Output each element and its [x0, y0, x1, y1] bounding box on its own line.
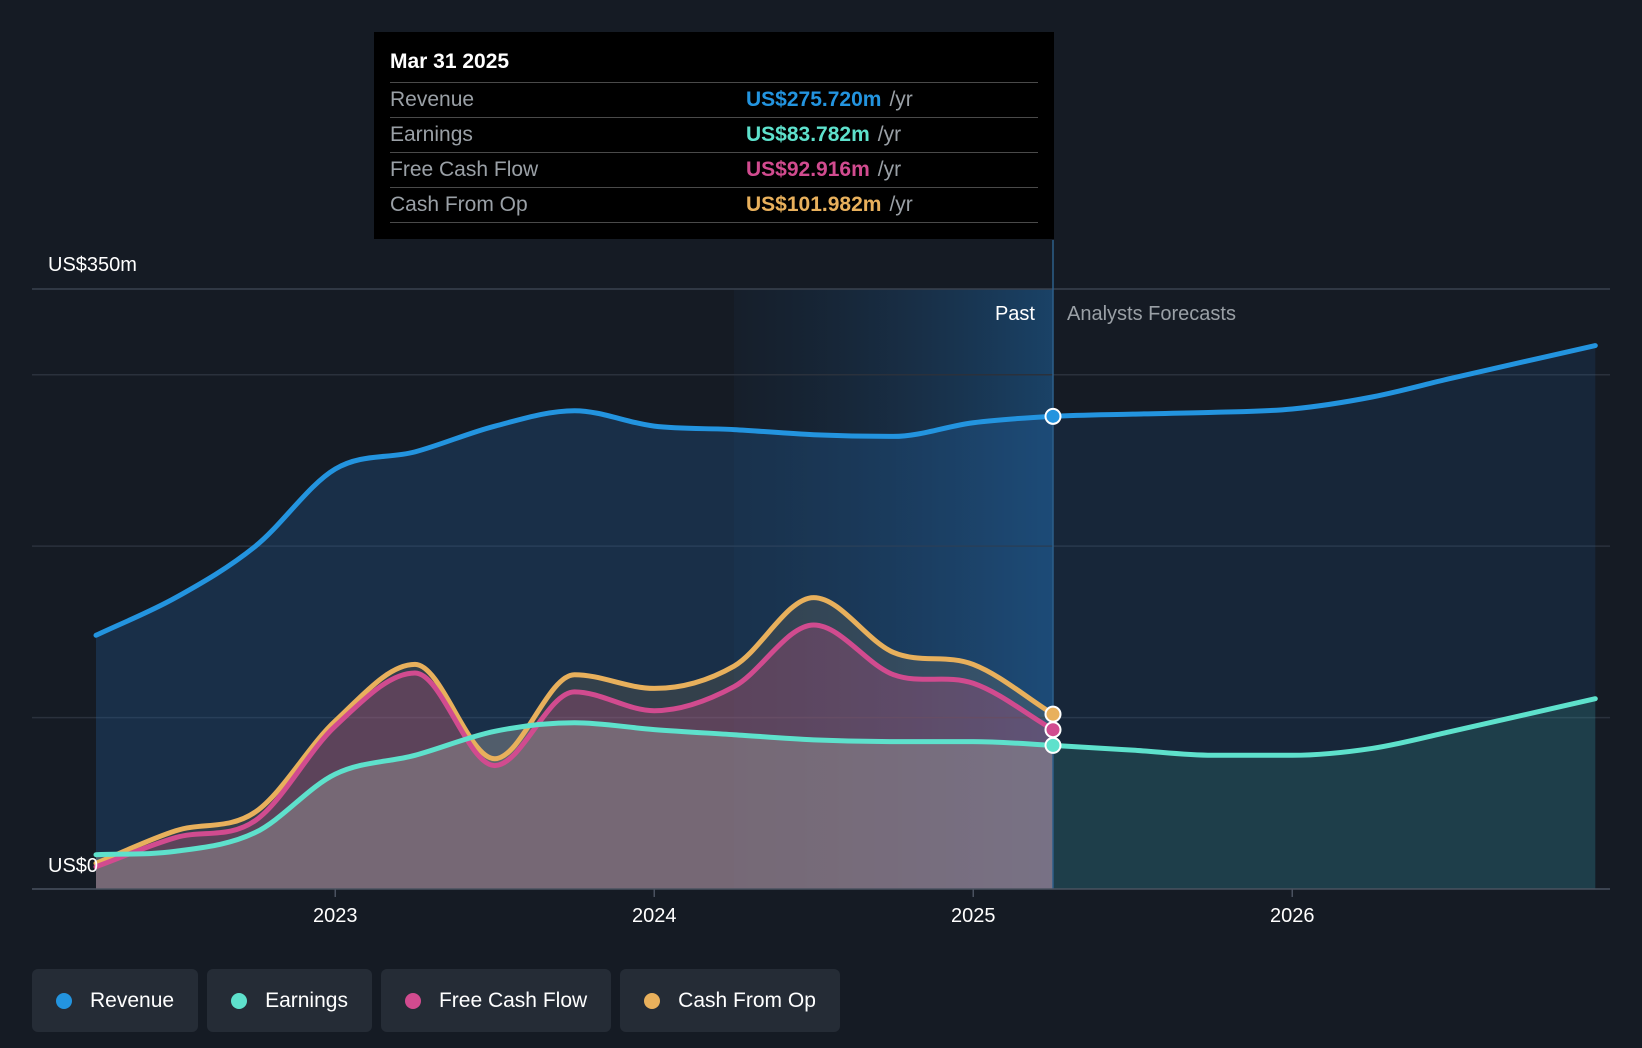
legend-label: Revenue	[90, 988, 175, 1012]
legend-label: Cash From Op	[678, 988, 816, 1012]
legend-dot-icon	[404, 992, 421, 1009]
earnings-area-past	[96, 722, 1053, 889]
revenue-marker	[1044, 407, 1062, 425]
tooltip-unit: /yr	[877, 123, 902, 146]
past-label: Past	[995, 303, 1035, 325]
legend-item-revenue[interactable]: Revenue	[32, 969, 199, 1032]
tooltip-unit: /yr	[889, 193, 913, 216]
earnings-area-forecast	[1053, 698, 1596, 889]
revenue-line	[93, 343, 1598, 638]
revenue-area-past	[96, 410, 1053, 889]
free-cash-flow-area-past	[96, 625, 1053, 889]
x-axis-ticks: 2023 2024 2025 2026	[313, 889, 1315, 927]
y-axis-bottom-label: US$0	[48, 855, 98, 877]
tooltip-value: US$92.916m	[746, 158, 870, 181]
tooltip-unit: /yr	[889, 88, 913, 111]
legend: Revenue Earnings Free Cash Flow Cash Fro…	[32, 969, 840, 1032]
earnings-marker	[1044, 736, 1062, 754]
earnings-line	[93, 696, 1598, 858]
tooltip: Mar 31 2025 Revenue US$275.720m /yr Earn…	[374, 32, 1054, 239]
cash-from-op-marker	[1044, 705, 1062, 723]
y-axis-top-label: US$350m	[48, 254, 137, 276]
legend-dot-icon	[644, 992, 661, 1009]
tooltip-row-revenue: Revenue US$275.720m /yr	[390, 83, 1038, 118]
tooltip-row-cash-from-op: Cash From Op US$101.982m /yr	[390, 188, 1038, 223]
x-tick-label: 2026	[1270, 905, 1315, 927]
x-tick-label: 2023	[313, 905, 358, 927]
free-cash-flow-marker	[1044, 721, 1062, 739]
free-cash-flow-line	[93, 622, 1056, 870]
legend-dot-icon	[56, 992, 72, 1009]
legend-item-free-cash-flow[interactable]: Free Cash Flow	[380, 969, 612, 1032]
tooltip-label: Free Cash Flow	[390, 158, 539, 181]
series-markers	[1044, 407, 1062, 754]
x-tick-label: 2024	[632, 905, 677, 927]
legend-label: Earnings	[265, 988, 348, 1012]
tooltip-row-free-cash-flow: Free Cash Flow US$92.916m /yr	[390, 153, 1038, 188]
legend-label: Free Cash Flow	[438, 988, 588, 1012]
tooltip-row-earnings: Earnings US$83.782m /yr	[390, 118, 1038, 153]
cash-from-op-area-past	[96, 597, 1053, 889]
tooltip-date: Mar 31 2025	[390, 46, 1038, 83]
legend-dot-icon	[231, 992, 248, 1009]
tooltip-value: US$275.720m	[746, 88, 882, 111]
tooltip-label: Earnings	[390, 123, 473, 146]
past-highlight	[734, 289, 1053, 889]
cash-from-op-line	[93, 595, 1056, 866]
legend-item-earnings[interactable]: Earnings	[207, 969, 372, 1032]
tooltip-label: Cash From Op	[390, 193, 528, 216]
series-lines	[93, 343, 1598, 870]
forecast-label: Analysts Forecasts	[1067, 303, 1236, 325]
tooltip-label: Revenue	[390, 88, 475, 111]
gridlines	[32, 288, 1610, 719]
tooltip-value: US$83.782m	[746, 123, 870, 146]
legend-item-cash-from-op[interactable]: Cash From Op	[620, 969, 840, 1032]
tooltip-value: US$101.982m	[746, 193, 882, 216]
tooltip-unit: /yr	[877, 158, 902, 181]
x-tick-label: 2025	[951, 905, 996, 927]
